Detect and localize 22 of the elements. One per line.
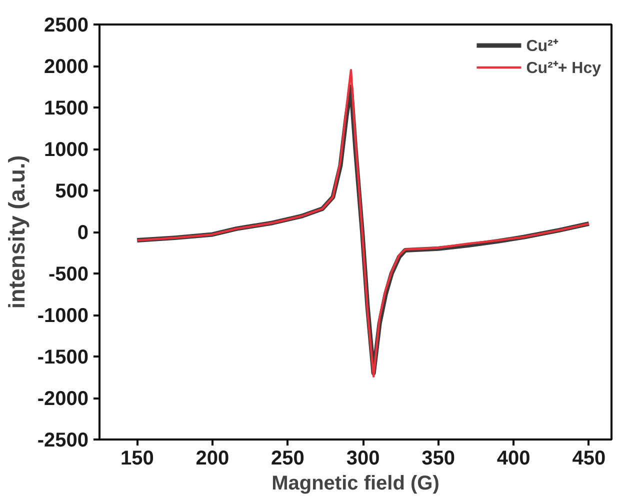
x-tick-label: 300: [346, 448, 380, 470]
y-tick-label: -1000: [37, 305, 89, 327]
y-axis-title: intensity (a.u.): [3, 155, 30, 309]
x-tick-label: 400: [496, 448, 530, 470]
y-tick-label: 0: [77, 222, 88, 244]
y-tick-label: -1500: [37, 346, 89, 368]
legend-label: Cu²⁺: [526, 37, 558, 56]
y-tick-label: 500: [55, 180, 89, 202]
y-tick-label: -2500: [37, 430, 89, 452]
x-tick-label: 350: [422, 448, 456, 470]
x-tick-label: 150: [120, 448, 154, 470]
y-tick-label: -500: [48, 264, 88, 286]
y-tick-label: 2000: [44, 56, 89, 78]
x-tick-label: 250: [271, 448, 304, 470]
y-tick-label: -2000: [37, 388, 89, 410]
y-tick-label: 2500: [44, 14, 89, 36]
legend-label: Cu²⁺+ Hcy: [526, 59, 601, 78]
x-axis-title: Magnetic field (G): [272, 472, 440, 494]
y-tick-label: 1500: [44, 98, 89, 120]
x-tick-label: 450: [572, 448, 606, 470]
x-tick-label: 200: [196, 448, 230, 470]
y-tick-label: 1000: [44, 139, 89, 161]
